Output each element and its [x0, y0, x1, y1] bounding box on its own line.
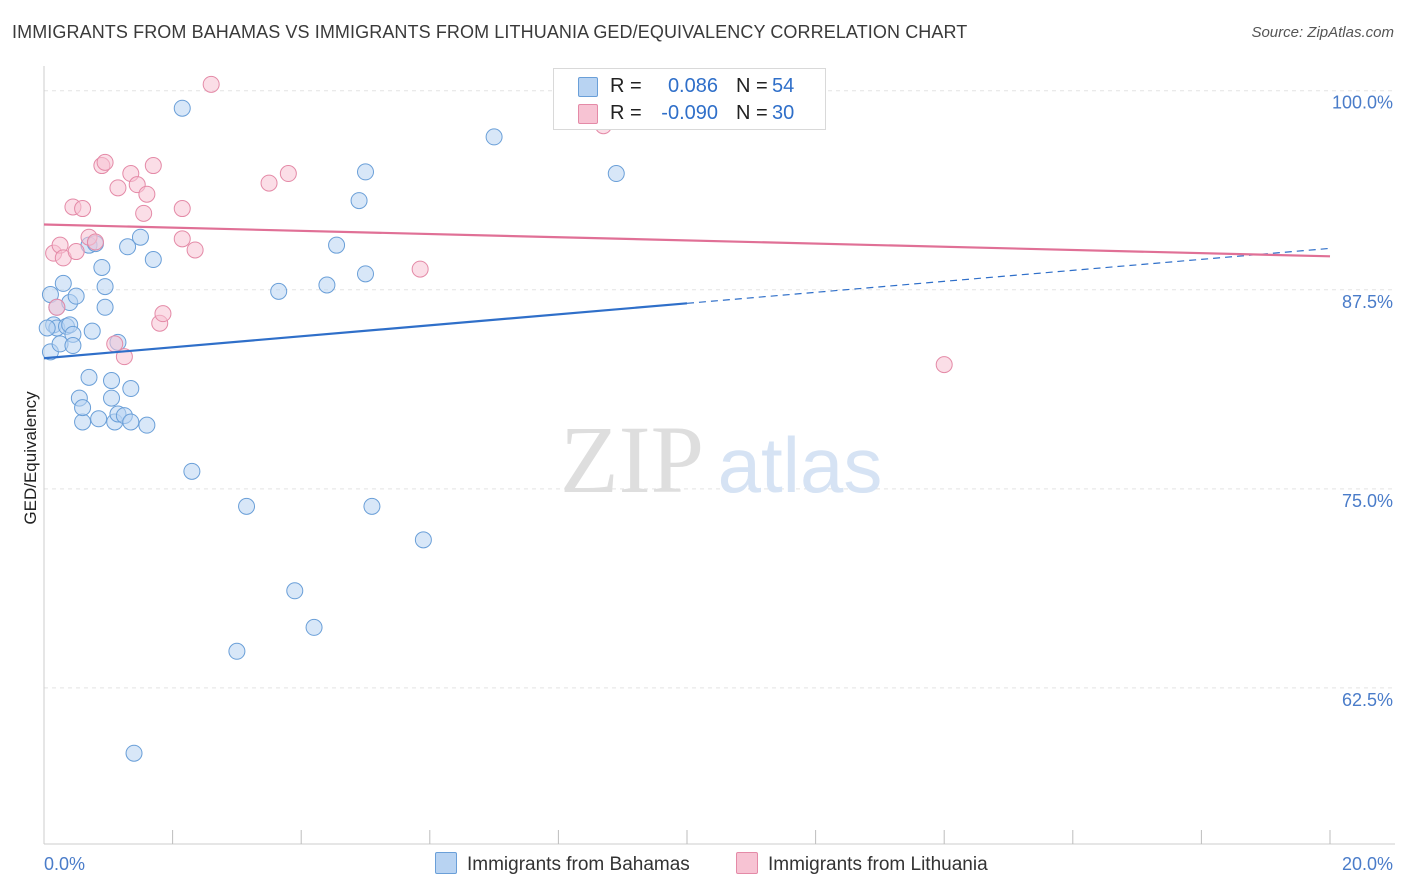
legend-r-label: R = — [610, 75, 642, 97]
data-point-bahamas — [103, 389, 121, 407]
trend-lines — [43, 223, 1331, 360]
data-point-bahamas — [80, 368, 98, 386]
data-point-lithuania — [67, 243, 85, 261]
data-point-bahamas — [318, 276, 336, 294]
trend-line-lithuania — [43, 223, 1331, 258]
data-point-bahamas — [238, 497, 256, 515]
x-tick-label-right: 20.0% — [1342, 854, 1393, 874]
y-tick-label: 75.0% — [1342, 491, 1393, 511]
bottom-legend-label-bahamas: Immigrants from Bahamas — [467, 854, 690, 875]
y-tick-label: 87.5% — [1342, 292, 1393, 312]
data-point-lithuania — [135, 204, 153, 222]
legend-r-value: 0.086 — [667, 75, 718, 97]
data-point-bahamas — [173, 99, 191, 117]
data-point-lithuania — [186, 241, 204, 259]
data-point-bahamas — [131, 228, 149, 246]
legend-r-value: -0.090 — [661, 102, 718, 124]
data-point-bahamas — [54, 274, 72, 292]
legend-n-label: N = — [736, 102, 768, 124]
legend-row-bahamas: R = 0.086 N = 54 — [554, 73, 825, 99]
data-point-bahamas — [357, 265, 374, 283]
data-point-lithuania — [48, 298, 66, 316]
data-point-bahamas — [122, 380, 140, 398]
data-point-lithuania — [173, 230, 191, 248]
data-point-bahamas — [350, 192, 368, 210]
data-point-bahamas — [305, 618, 323, 636]
data-point-bahamas — [144, 251, 162, 269]
data-point-bahamas — [125, 744, 143, 762]
y-tick-label: 100.0% — [1332, 93, 1393, 113]
data-point-bahamas — [64, 337, 82, 355]
legend-n-value: 30 — [772, 102, 795, 124]
data-point-bahamas — [228, 642, 246, 660]
data-point-lithuania — [144, 157, 162, 175]
tick-labels: 100.0% 87.5% 75.0% 62.5% 0.0% 20.0% — [44, 93, 1393, 874]
data-point-lithuania — [154, 305, 172, 323]
data-point-lithuania — [96, 153, 114, 171]
bottom-legend-bahamas: Immigrants from Bahamas — [435, 852, 690, 876]
trend-line-bahamas-extrapolated — [686, 247, 1331, 304]
data-point-bahamas — [38, 319, 56, 337]
bottom-legend-label-lithuania: Immigrants from Lithuania — [768, 854, 988, 875]
bottom-legend-swatch-lithuania — [736, 852, 758, 874]
data-point-bahamas — [96, 278, 114, 296]
data-point-bahamas — [122, 413, 140, 431]
legend-swatch-bahamas — [578, 77, 598, 97]
legend-box: R = 0.086 N = 54 R = -0.090 N = 30 — [553, 68, 826, 130]
data-point-bahamas — [67, 287, 85, 305]
data-point-bahamas — [183, 462, 201, 480]
data-point-bahamas — [607, 165, 625, 183]
y-tick-label: 62.5% — [1342, 690, 1393, 710]
data-point-lithuania — [74, 200, 92, 218]
data-point-bahamas — [103, 372, 121, 390]
data-point-bahamas — [83, 322, 101, 340]
legend-n-label: N = — [736, 75, 768, 97]
axes — [43, 66, 1395, 845]
bottom-legend-swatch-bahamas — [435, 852, 457, 874]
data-point-lithuania — [202, 75, 220, 93]
data-point-lithuania — [935, 356, 953, 374]
data-point-bahamas — [286, 582, 304, 600]
watermark-zip: ZIP — [560, 406, 704, 513]
bottom-legend-lithuania: Immigrants from Lithuania — [736, 852, 988, 876]
data-point-bahamas — [138, 416, 156, 434]
chart-title: IMMIGRANTS FROM BAHAMAS VS IMMIGRANTS FR… — [12, 22, 968, 42]
data-point-bahamas — [74, 399, 92, 417]
data-point-bahamas — [90, 410, 108, 428]
data-point-lithuania — [411, 260, 429, 278]
data-point-bahamas — [93, 258, 111, 276]
data-point-lithuania — [260, 174, 278, 192]
legend-n-value: 54 — [772, 75, 795, 97]
data-point-lithuania — [279, 165, 297, 183]
data-point-bahamas — [119, 238, 137, 256]
data-point-bahamas — [414, 531, 432, 549]
watermark-atlas: atlas — [718, 421, 883, 509]
data-point-bahamas — [96, 298, 114, 316]
data-point-bahamas — [357, 163, 374, 181]
watermark: ZIP atlas — [560, 406, 882, 513]
y-axis-label: GED/Equivalency — [21, 391, 40, 525]
data-points — [38, 75, 953, 762]
x-tick-label-left: 0.0% — [44, 854, 85, 874]
legend-r-label: R = — [610, 102, 642, 124]
data-point-bahamas — [485, 128, 503, 146]
data-point-lithuania — [138, 185, 156, 203]
trend-line-bahamas — [43, 302, 688, 360]
legend-row-lithuania: R = -0.090 N = 30 — [554, 100, 825, 126]
data-point-bahamas — [74, 413, 92, 431]
source-label: Source: ZipAtlas.com — [1251, 24, 1394, 41]
data-point-bahamas — [328, 236, 346, 254]
data-point-bahamas — [363, 497, 381, 515]
data-point-lithuania — [109, 179, 127, 197]
data-point-lithuania — [173, 200, 191, 218]
data-point-lithuania — [86, 233, 104, 251]
data-point-bahamas — [270, 282, 288, 300]
grid-lines — [44, 90, 1395, 689]
legend-swatch-lithuania — [578, 104, 598, 124]
